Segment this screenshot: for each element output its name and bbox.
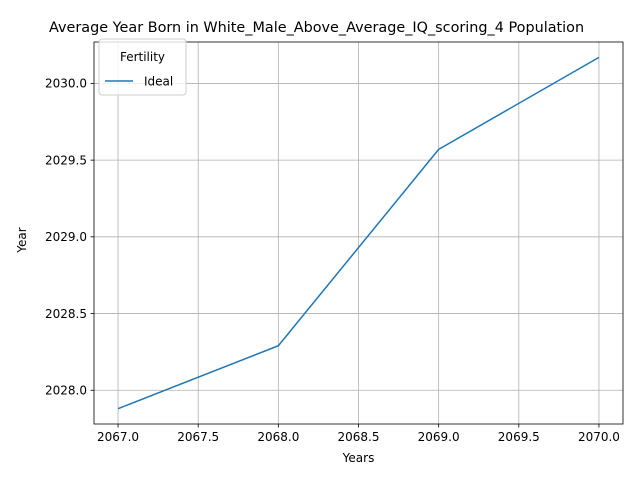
x-tick-label: 2069.5 — [498, 430, 540, 444]
series-line-ideal — [117, 56, 600, 410]
legend-title: Fertility — [120, 50, 165, 64]
x-tick-label: 2067.5 — [177, 430, 219, 444]
y-tick-label: 2028.0 — [45, 384, 87, 398]
y-tick-label: 2030.0 — [45, 77, 87, 91]
chart-title: Average Year Born in White_Male_Above_Av… — [49, 20, 584, 36]
x-tick-label: 2070.0 — [578, 430, 620, 444]
x-tick-label: 2068.5 — [338, 430, 380, 444]
x-tick-label: 2069.0 — [418, 430, 460, 444]
x-tick-label: 2067.0 — [97, 430, 139, 444]
axis-ticks: 2067.0 2067.5 2068.0 2068.5 2069.0 2069.5 2070… — [45, 77, 620, 444]
y-axis-label: Year — [15, 227, 29, 253]
series-layer — [117, 56, 600, 410]
x-tick-label: 2068.0 — [257, 430, 299, 444]
y-tick-label: 2029.0 — [45, 230, 87, 244]
y-tick-label: 2029.5 — [45, 153, 87, 167]
legend: Fertility Ideal — [98, 38, 187, 96]
legend-label-ideal: Ideal — [144, 75, 173, 89]
y-tick-label: 2028.5 — [45, 307, 87, 321]
x-axis-label: Years — [342, 451, 375, 465]
